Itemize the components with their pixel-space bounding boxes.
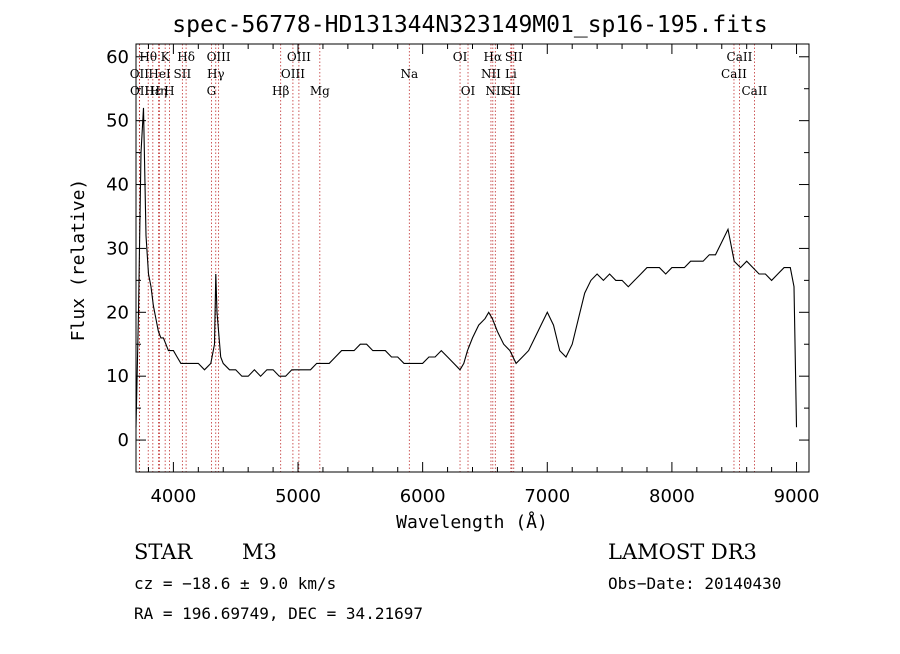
- spectral-line-label: Hδ: [177, 50, 195, 64]
- spectral-line-label: K: [161, 50, 171, 64]
- spectral-line-label: NII: [485, 84, 505, 98]
- spectral-line-label: OIII: [287, 50, 311, 64]
- spectral-line-label: Na: [400, 67, 418, 81]
- y-tick-label: 50: [106, 111, 129, 132]
- spectrum-line: [135, 107, 798, 428]
- spectral-line-label: Hε: [144, 84, 161, 98]
- spectral-line-label: Hγ: [207, 67, 225, 81]
- x-tick-label: 7000: [524, 486, 570, 507]
- spectral-line-label: CaII: [721, 67, 747, 81]
- spectral-line-label: OIII: [207, 50, 231, 64]
- redshift-velocity: cz = −18.6 ± 9.0 km/s: [134, 574, 336, 593]
- spectral-line-label: CaII: [741, 84, 767, 98]
- spectral-line-label: SII: [503, 84, 521, 98]
- spectral-line-label: Li: [505, 67, 517, 81]
- plot-frame: [135, 43, 810, 473]
- y-tick-label: 0: [118, 430, 129, 451]
- spectral-line-label: Hβ: [272, 84, 289, 98]
- spectral-line-label: OII: [130, 84, 150, 98]
- y-tick-label: 30: [106, 238, 129, 259]
- spectral-line-label: NII: [481, 67, 501, 81]
- x-tick-label: 9000: [774, 486, 820, 507]
- spectral-line-label: OII: [130, 67, 150, 81]
- survey-name: LAMOST DR3: [608, 540, 757, 564]
- y-tick-label: 40: [106, 175, 129, 196]
- x-tick-label: 6000: [400, 486, 446, 507]
- spectral-line-label: Mg: [310, 84, 330, 98]
- y-axis-ticks: 0 10 20 30 40 50 60: [106, 47, 809, 473]
- coordinates: RA = 196.69749, DEC = 34.21697: [134, 604, 423, 623]
- y-tick-label: 60: [106, 47, 129, 68]
- x-tick-label: 8000: [649, 486, 695, 507]
- y-tick-label: 20: [106, 302, 129, 323]
- x-axis-label: Wavelength (Å): [396, 511, 548, 533]
- x-axis-ticks: 4000 5000 6000 7000 8000 9000: [147, 44, 820, 507]
- spectral-line-label: OI: [461, 84, 476, 98]
- object-class: STAR: [134, 540, 193, 564]
- spectral-line-label: CaII: [727, 50, 753, 64]
- spectral-line-label: OI: [453, 50, 468, 64]
- observation-date: Obs−Date: 20140430: [608, 574, 781, 593]
- spectral-line-label: HeI: [148, 67, 171, 81]
- y-axis-label: Flux (relative): [68, 179, 89, 342]
- spectral-line-label: H: [164, 84, 174, 98]
- x-tick-label: 5000: [275, 486, 321, 507]
- chart-title: spec-56778-HD131344N323149M01_sp16-195.f…: [172, 12, 767, 38]
- spectral-line-label: SII: [505, 50, 523, 64]
- spectral-line-label: Hθ: [139, 50, 157, 64]
- y-tick-label: 10: [106, 366, 129, 387]
- spectral-line-label: Hη: [150, 84, 168, 98]
- x-tick-label: 4000: [150, 486, 196, 507]
- spectral-line-label: SII: [174, 67, 192, 81]
- spectral-line-label: OIII: [281, 67, 305, 81]
- spectral-line-markers: [138, 44, 755, 472]
- spectral-line-label: Hα: [484, 50, 503, 64]
- object-subclass: M3: [242, 540, 277, 564]
- spectral-line-label: G: [207, 84, 217, 98]
